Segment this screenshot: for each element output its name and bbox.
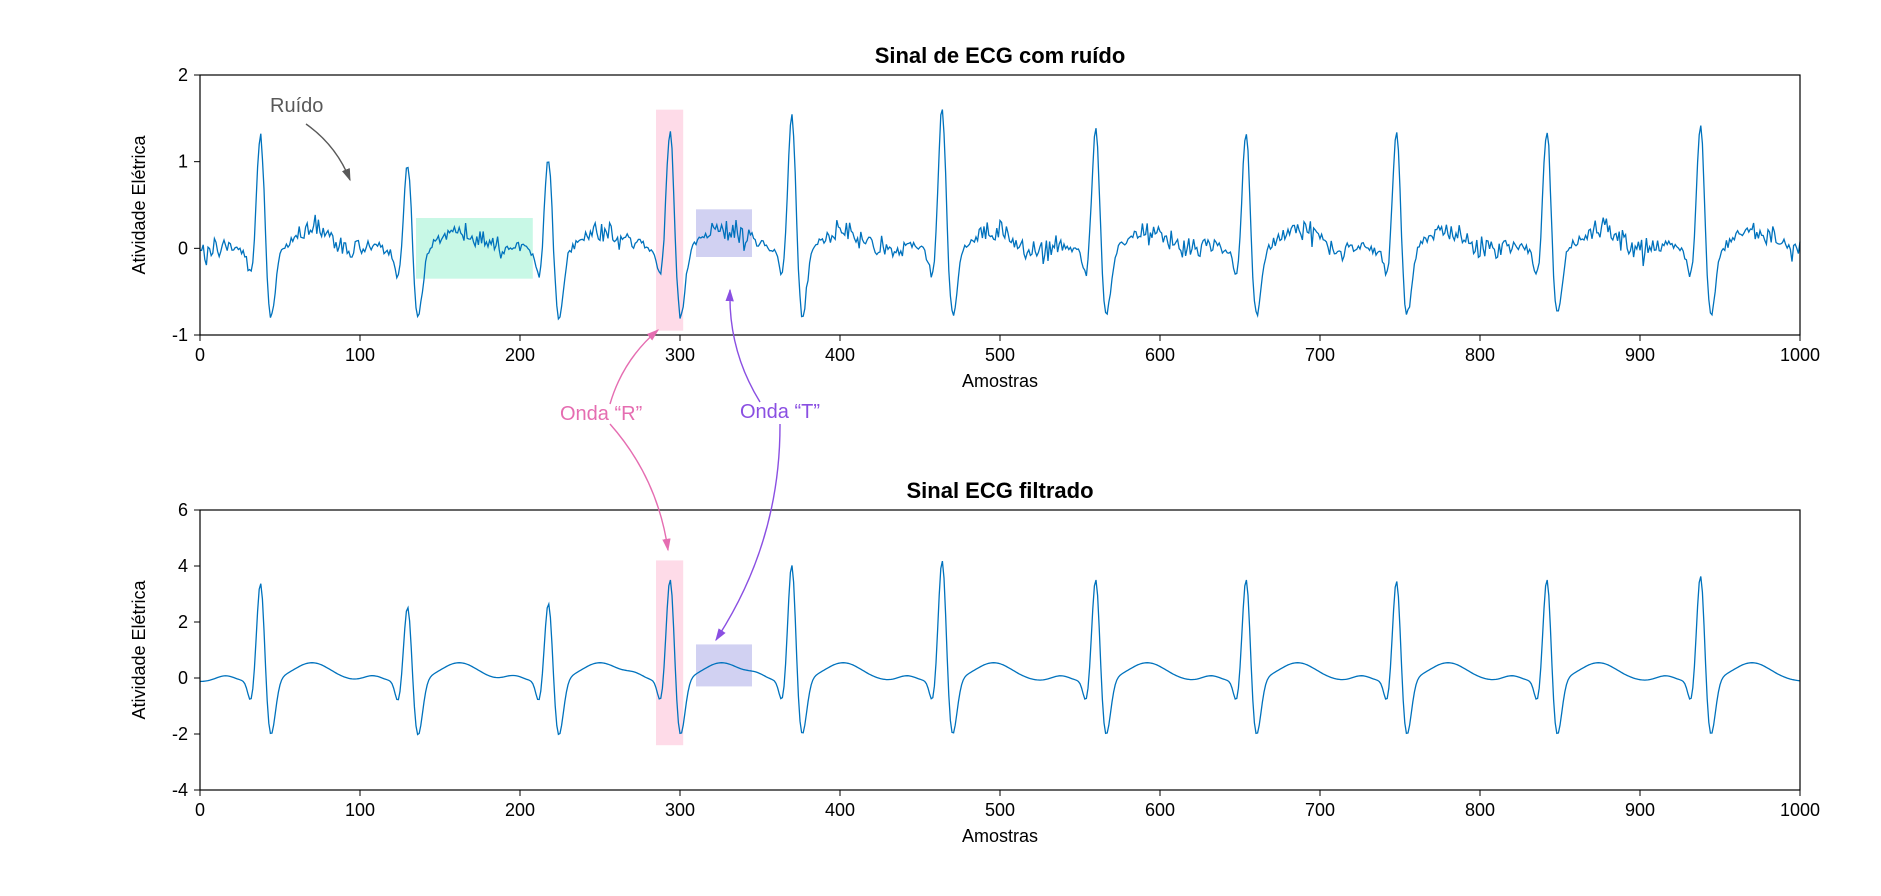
bottom-axes-box: [200, 510, 1800, 790]
bottom-r-box: [656, 560, 683, 745]
top-xtick-800: 800: [1465, 345, 1495, 365]
top-ytick-2: 2: [178, 65, 188, 85]
top-xtick-400: 400: [825, 345, 855, 365]
bottom-t-box: [696, 644, 752, 686]
top-xtick-600: 600: [1145, 345, 1175, 365]
top-r-box: [656, 110, 683, 331]
bottom-xtick-1000: 1000: [1780, 800, 1820, 820]
bottom-xtick-400: 400: [825, 800, 855, 820]
bottom-xtick-0: 0: [195, 800, 205, 820]
arrow: [716, 424, 780, 640]
onda-r-label: Onda “R”: [560, 403, 642, 425]
top-ytick-0: 0: [178, 238, 188, 258]
top-title: Sinal de ECG com ruído: [875, 43, 1126, 68]
figure: 01002003004005006007008009001000-1012Sin…: [20, 20, 1861, 876]
arrow: [610, 330, 658, 404]
bottom-ytick-6: 6: [178, 500, 188, 520]
annotations: Ruído Onda “R” Onda “T”: [270, 95, 820, 640]
bottom-ytick--4: -4: [172, 780, 188, 800]
top-panel: 0 100 200 300 400 500 600 700 800 900 1000 -1 0 1 2 Sin…: [129, 43, 1820, 391]
bottom-xlabel: Amostras: [962, 826, 1038, 846]
top-xtick-500: 500: [985, 345, 1015, 365]
top-xtick-1000: 1000: [1780, 345, 1820, 365]
onda-t-label: Onda “T”: [740, 401, 820, 423]
top-xlabel: Amostras: [962, 371, 1038, 391]
bottom-xtick-200: 200: [505, 800, 535, 820]
top-xtick-100: 100: [345, 345, 375, 365]
top-xtick-300: 300: [665, 345, 695, 365]
bottom-signal: [200, 561, 1800, 734]
bottom-panel: 0 100 200 300 400 500 600 700 800 900 1000 -4 -2 0 2 4 6…: [129, 478, 1820, 846]
top-xtick-700: 700: [1305, 345, 1335, 365]
ruido-label: Ruído: [270, 95, 323, 117]
bottom-title: Sinal ECG filtrado: [906, 478, 1093, 503]
bottom-ytick--2: -2: [172, 724, 188, 744]
bottom-xtick-100: 100: [345, 800, 375, 820]
top-axes-box: [200, 75, 1800, 335]
arrow: [730, 290, 760, 402]
top-signal: [200, 110, 1800, 319]
top-ytick--1: -1: [172, 325, 188, 345]
bottom-xtick-500: 500: [985, 800, 1015, 820]
top-xtick-200: 200: [505, 345, 535, 365]
top-ylabel: Atividade Elétrica: [129, 134, 149, 274]
bottom-xtick-800: 800: [1465, 800, 1495, 820]
top-xtick-0: 0: [195, 345, 205, 365]
bottom-xtick-900: 900: [1625, 800, 1655, 820]
top-ytick-1: 1: [178, 152, 188, 172]
bottom-ytick-0: 0: [178, 668, 188, 688]
bottom-ytick-2: 2: [178, 612, 188, 632]
bottom-ytick-4: 4: [178, 556, 188, 576]
arrow: [610, 424, 668, 550]
arrow: [306, 124, 350, 180]
top-xtick-900: 900: [1625, 345, 1655, 365]
bottom-ylabel: Atividade Elétrica: [129, 579, 149, 719]
bottom-xtick-700: 700: [1305, 800, 1335, 820]
bottom-xtick-300: 300: [665, 800, 695, 820]
chart-svg: 01002003004005006007008009001000-1012Sin…: [20, 20, 1861, 876]
bottom-xtick-600: 600: [1145, 800, 1175, 820]
